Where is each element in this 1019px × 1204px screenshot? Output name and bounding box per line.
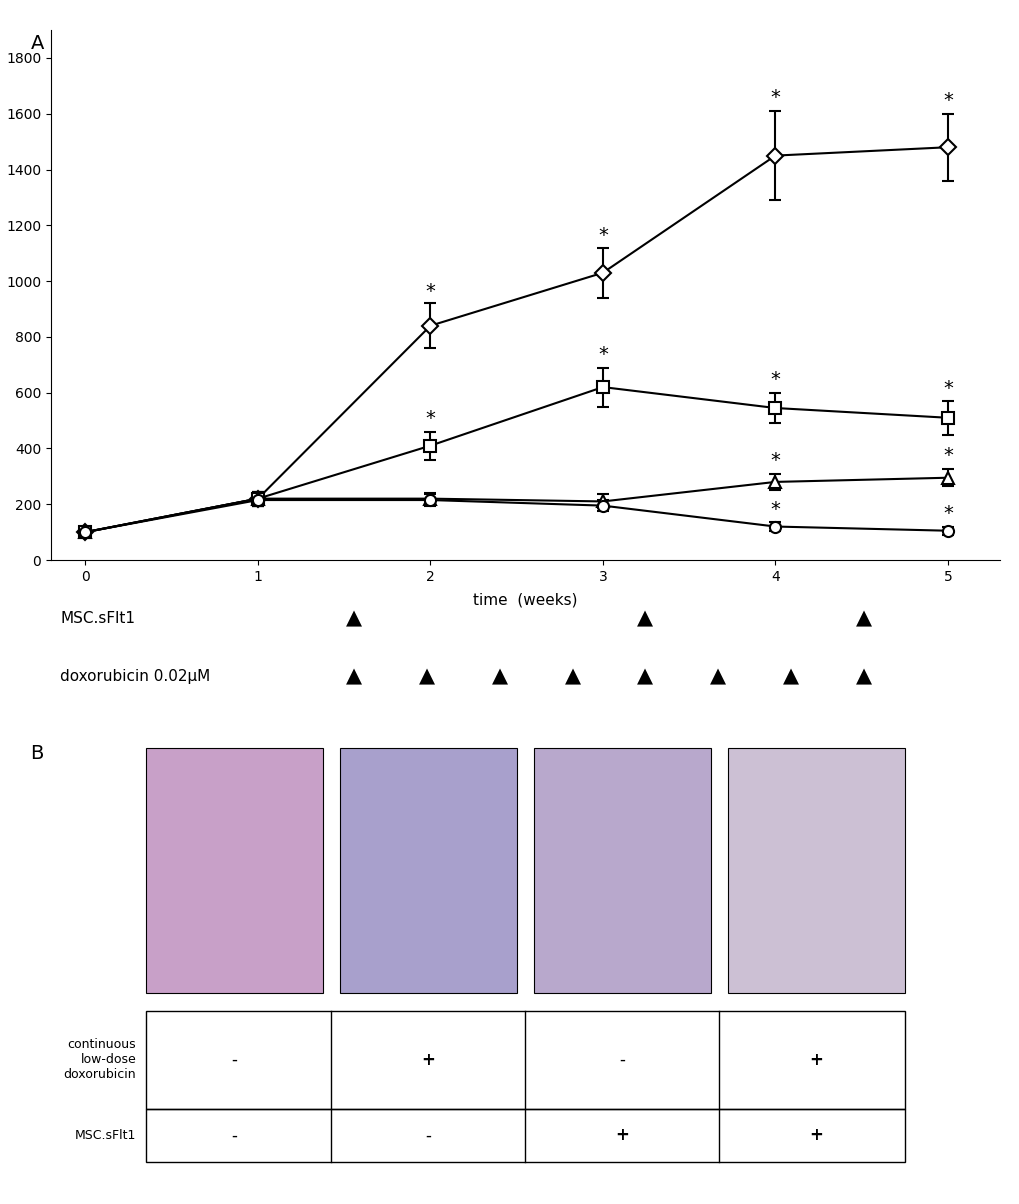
Text: ▲: ▲ <box>637 667 653 686</box>
Text: ▲: ▲ <box>491 667 507 686</box>
Text: ▲: ▲ <box>783 667 798 686</box>
Text: *: * <box>597 346 607 365</box>
Text: MSC.sFlt1: MSC.sFlt1 <box>75 1129 137 1141</box>
Text: *: * <box>425 409 435 429</box>
Text: *: * <box>769 88 780 107</box>
Text: *: * <box>942 379 952 397</box>
Bar <box>533 748 710 993</box>
Text: ▲: ▲ <box>345 608 362 628</box>
Text: ▲: ▲ <box>419 667 434 686</box>
Text: +: + <box>808 1051 822 1069</box>
Text: +: + <box>614 1127 629 1145</box>
Text: continuous
low-dose
doxorubicin: continuous low-dose doxorubicin <box>63 1038 137 1081</box>
Text: ▲: ▲ <box>345 667 362 686</box>
Text: doxorubicin 0.02μM: doxorubicin 0.02μM <box>60 669 211 684</box>
X-axis label: time  (weeks): time (weeks) <box>473 592 577 607</box>
Text: +: + <box>421 1051 435 1069</box>
Text: *: * <box>769 452 780 471</box>
Text: ▲: ▲ <box>855 667 871 686</box>
Text: ▲: ▲ <box>709 667 726 686</box>
Text: A: A <box>31 34 44 53</box>
Bar <box>146 748 322 993</box>
Text: ▲: ▲ <box>564 667 580 686</box>
Legend: saline, continiuous low-dose
doxorubicin, MSC.sFlt1, MSC.sFlt1+continiuous
low-d: saline, continiuous low-dose doxorubicin… <box>1015 37 1019 187</box>
Text: B: B <box>31 744 44 763</box>
Text: ▲: ▲ <box>637 608 653 628</box>
Bar <box>146 1109 904 1162</box>
Text: -: - <box>231 1127 237 1145</box>
Bar <box>146 1011 904 1109</box>
Text: *: * <box>769 500 780 519</box>
Text: -: - <box>231 1051 237 1069</box>
Text: *: * <box>942 90 952 110</box>
Text: MSC.sFlt1: MSC.sFlt1 <box>60 610 136 626</box>
Text: *: * <box>942 447 952 465</box>
Text: +: + <box>808 1127 822 1145</box>
Text: *: * <box>425 282 435 301</box>
Text: *: * <box>942 504 952 524</box>
Text: *: * <box>597 226 607 244</box>
Bar <box>728 748 904 993</box>
Text: -: - <box>619 1051 625 1069</box>
Text: ▲: ▲ <box>855 608 871 628</box>
Text: -: - <box>425 1127 431 1145</box>
Text: *: * <box>769 371 780 389</box>
Bar <box>339 748 517 993</box>
